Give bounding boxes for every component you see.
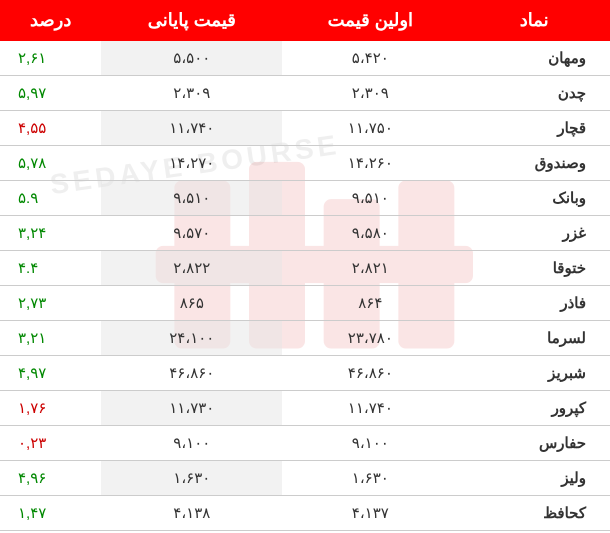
symbol-cell: غزر — [458, 216, 610, 251]
first-price-cell: ۱۴،۲۶۰ — [282, 146, 458, 181]
first-price-cell: ۲،۸۲۱ — [282, 251, 458, 286]
symbol-cell: ولیز — [458, 461, 610, 496]
table-row: وبانک۹،۵۱۰۹،۵۱۰۵.۹ — [0, 181, 610, 216]
symbol-cell: فاذر — [458, 286, 610, 321]
percent-cell: ۴,۹۷ — [0, 356, 101, 391]
table-row: قچار۱۱،۷۵۰۱۱،۷۴۰۴,۵۵ — [0, 111, 610, 146]
percent-cell: ۱,۷۶ — [0, 391, 101, 426]
symbol-cell: چدن — [458, 76, 610, 111]
symbol-cell: وبانک — [458, 181, 610, 216]
table-row: لسرما۲۳،۷۸۰۲۴،۱۰۰۳,۲۱ — [0, 321, 610, 356]
first-price-cell: ۹،۵۱۰ — [282, 181, 458, 216]
table-row: حفارس۹،۱۰۰۹،۱۰۰۰,۲۳ — [0, 426, 610, 461]
table-row: غزر۹،۵۸۰۹،۵۷۰۳,۲۴ — [0, 216, 610, 251]
first-price-cell: ۹،۵۸۰ — [282, 216, 458, 251]
table-row: شبریز۴۶،۸۶۰۴۶،۸۶۰۴,۹۷ — [0, 356, 610, 391]
table-row: فاذر۸۶۴۸۶۵۲,۷۳ — [0, 286, 610, 321]
first-price-cell: ۲،۳۰۹ — [282, 76, 458, 111]
closing-price-cell: ۹،۱۰۰ — [101, 426, 282, 461]
first-price-cell: ۴۶،۸۶۰ — [282, 356, 458, 391]
closing-price-cell: ۵،۵۰۰ — [101, 41, 282, 76]
closing-price-cell: ۹،۵۱۰ — [101, 181, 282, 216]
closing-price-cell: ۴،۱۳۸ — [101, 496, 282, 531]
table-row: ختوقا۲،۸۲۱۲،۸۲۲۴.۴ — [0, 251, 610, 286]
symbol-cell: ومهان — [458, 41, 610, 76]
first-price-cell: ۴،۱۳۷ — [282, 496, 458, 531]
percent-cell: ۴,۹۶ — [0, 461, 101, 496]
percent-cell: ۴.۴ — [0, 251, 101, 286]
header-closing-price: قیمت پایانی — [101, 0, 282, 41]
percent-cell: ۲,۷۳ — [0, 286, 101, 321]
header-row: نماد اولین قیمت قیمت پایانی درصد — [0, 0, 610, 41]
symbol-cell: کحافظ — [458, 496, 610, 531]
first-price-cell: ۱۱،۷۵۰ — [282, 111, 458, 146]
closing-price-cell: ۱،۶۳۰ — [101, 461, 282, 496]
symbol-cell: کپرور — [458, 391, 610, 426]
percent-cell: ۵.۹ — [0, 181, 101, 216]
percent-cell: ۳,۲۱ — [0, 321, 101, 356]
closing-price-cell: ۱۴،۲۷۰ — [101, 146, 282, 181]
symbol-cell: ختوقا — [458, 251, 610, 286]
first-price-cell: ۹،۱۰۰ — [282, 426, 458, 461]
symbol-cell: لسرما — [458, 321, 610, 356]
first-price-cell: ۸۶۴ — [282, 286, 458, 321]
percent-cell: ۲,۶۱ — [0, 41, 101, 76]
table-row: کحافظ۴،۱۳۷۴،۱۳۸۱,۴۷ — [0, 496, 610, 531]
first-price-cell: ۱۱،۷۴۰ — [282, 391, 458, 426]
symbol-cell: وصندوق — [458, 146, 610, 181]
first-price-cell: ۱،۶۳۰ — [282, 461, 458, 496]
table-row: چدن۲،۳۰۹۲،۳۰۹۵,۹۷ — [0, 76, 610, 111]
percent-cell: ۰,۲۳ — [0, 426, 101, 461]
symbol-cell: قچار — [458, 111, 610, 146]
percent-cell: ۳,۲۴ — [0, 216, 101, 251]
percent-cell: ۴,۵۵ — [0, 111, 101, 146]
header-percent: درصد — [0, 0, 101, 41]
table-row: وصندوق۱۴،۲۶۰۱۴،۲۷۰۵,۷۸ — [0, 146, 610, 181]
closing-price-cell: ۸۶۵ — [101, 286, 282, 321]
stock-table: نماد اولین قیمت قیمت پایانی درصد ومهان۵،… — [0, 0, 610, 531]
header-first-price: اولین قیمت — [282, 0, 458, 41]
closing-price-cell: ۲،۸۲۲ — [101, 251, 282, 286]
closing-price-cell: ۱۱،۷۳۰ — [101, 391, 282, 426]
table-row: ولیز۱،۶۳۰۱،۶۳۰۴,۹۶ — [0, 461, 610, 496]
closing-price-cell: ۹،۵۷۰ — [101, 216, 282, 251]
header-symbol: نماد — [458, 0, 610, 41]
closing-price-cell: ۲۴،۱۰۰ — [101, 321, 282, 356]
percent-cell: ۱,۴۷ — [0, 496, 101, 531]
closing-price-cell: ۴۶،۸۶۰ — [101, 356, 282, 391]
table-row: کپرور۱۱،۷۴۰۱۱،۷۳۰۱,۷۶ — [0, 391, 610, 426]
percent-cell: ۵,۷۸ — [0, 146, 101, 181]
first-price-cell: ۵،۴۲۰ — [282, 41, 458, 76]
symbol-cell: شبریز — [458, 356, 610, 391]
table-row: ومهان۵،۴۲۰۵،۵۰۰۲,۶۱ — [0, 41, 610, 76]
percent-cell: ۵,۹۷ — [0, 76, 101, 111]
first-price-cell: ۲۳،۷۸۰ — [282, 321, 458, 356]
closing-price-cell: ۲،۳۰۹ — [101, 76, 282, 111]
symbol-cell: حفارس — [458, 426, 610, 461]
closing-price-cell: ۱۱،۷۴۰ — [101, 111, 282, 146]
